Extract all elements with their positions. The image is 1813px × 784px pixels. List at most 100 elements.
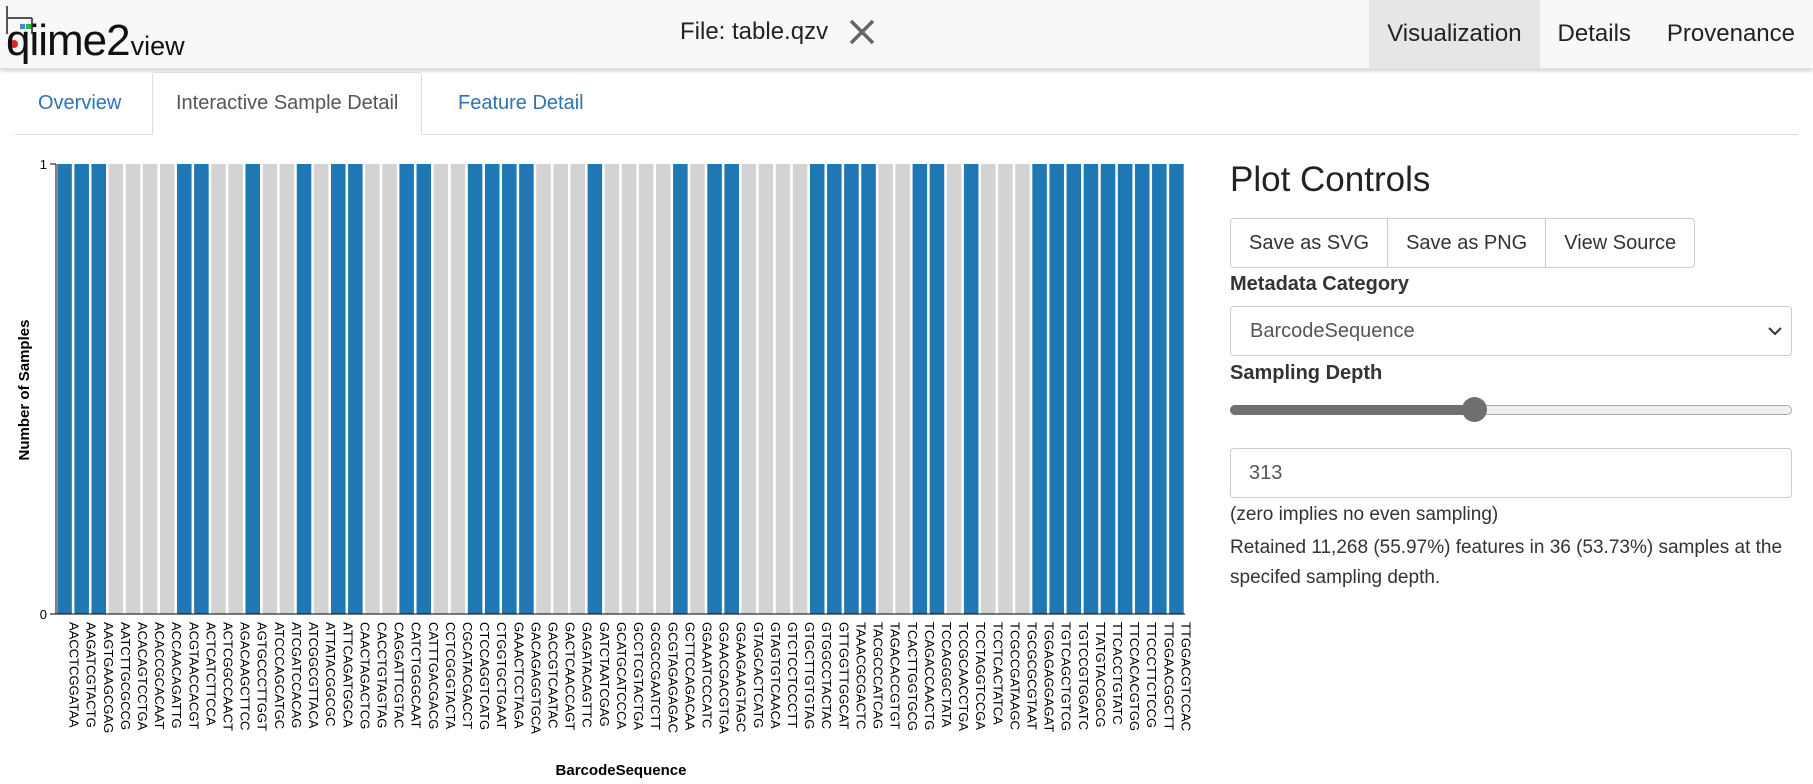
bar-CATTTGACGACG[interactable]: [416, 164, 432, 614]
x-tick-label: ACACCGCACAAT: [152, 622, 167, 729]
bar-GTCTCCTCCCTT[interactable]: [775, 164, 791, 614]
bar-GGAAGAAGTAGC[interactable]: [724, 164, 739, 614]
bar-AGACAAGCTTCC[interactable]: [228, 164, 243, 614]
bar-TCCTAGGTCCGA[interactable]: [963, 164, 979, 614]
bar-TTATGTACGGCG[interactable]: [1083, 164, 1099, 614]
bar-GAGATACAGTTC[interactable]: [570, 164, 585, 614]
bar-TGCGCGCGTAAT[interactable]: [1015, 164, 1030, 614]
bar-ATCCCAGCATGC[interactable]: [262, 164, 278, 614]
x-tick-label: TAAACGCGACTC: [853, 622, 868, 729]
bar-TGGAGAGGAGAT[interactable]: [1032, 164, 1047, 614]
bar-GGAACGACGTGA[interactable]: [707, 164, 722, 614]
bar-TGTCCGTGGATC[interactable]: [1066, 164, 1082, 614]
save-svg-button[interactable]: Save as SVG: [1230, 218, 1389, 268]
subtab-interactive-sample-detail[interactable]: Interactive Sample Detail: [152, 72, 423, 135]
bar-ACCAACAGATTG[interactable]: [159, 164, 175, 614]
bar-TCCTCACTATCA[interactable]: [981, 164, 996, 614]
x-tick-label: CTGGTGCTGAAT: [494, 622, 509, 729]
visualization-subtabs: Overview Interactive Sample Detail Featu…: [15, 72, 1798, 135]
top-navbar: qiime2view File: table.qzv Visualization…: [0, 0, 1813, 69]
nav-tab-visualization[interactable]: Visualization: [1369, 0, 1540, 68]
slider-thumb[interactable]: [1462, 397, 1488, 422]
bar-GTGCTTGTGTAG[interactable]: [792, 164, 808, 614]
x-tick-label: TAGACACCGTGT: [888, 622, 903, 729]
x-tick-label: TTCCCTTCTCCG: [1144, 622, 1159, 728]
bar-GCTTCCAGACAA[interactable]: [673, 164, 688, 614]
bar-GTGGCCTACTAC[interactable]: [809, 164, 825, 614]
x-tick-label: TGTCCGTGGATC: [1076, 622, 1091, 730]
nav-tab-provenance[interactable]: Provenance: [1666, 20, 1795, 47]
bar-GACCGTCAATAC[interactable]: [536, 164, 551, 614]
bar-AGTGCCCTTGGT[interactable]: [245, 164, 260, 614]
bar-CAGGATTCGTAC[interactable]: [382, 164, 397, 614]
view-source-button[interactable]: View Source: [1545, 218, 1696, 268]
x-tick-label: AATCTTGCGCCG: [118, 622, 133, 730]
x-tick-label: GTAGTGTCAACA: [768, 622, 783, 729]
y-ticks: 01: [40, 157, 56, 622]
bar-TTCCCTTCTCCG[interactable]: [1134, 164, 1150, 614]
bar-GACTCAACCAGT[interactable]: [553, 164, 568, 614]
bar-AACCTCGGATAA[interactable]: [57, 164, 72, 614]
bar-GCGTAGAGAGAC[interactable]: [656, 164, 671, 614]
bar-TCGCCGATAAGC[interactable]: [998, 164, 1013, 614]
qiime2-view-logo[interactable]: qiime2view: [2, 4, 202, 65]
x-tick-label: CAGGATTCGTAC: [392, 622, 407, 728]
bar-TCCGCAACCTGA[interactable]: [946, 164, 962, 614]
bar-TTGGAACGGCTT[interactable]: [1152, 164, 1167, 614]
bar-CGCATACGACCT[interactable]: [450, 164, 466, 614]
x-tick-label: ACTCATCTTCCA: [203, 622, 218, 726]
bar-CACCTGTAGTAG[interactable]: [365, 164, 380, 614]
bar-ACACCGCACAAT[interactable]: [142, 164, 158, 614]
x-tick-label: GACAGAGGTGCA: [528, 622, 543, 734]
subtab-overview[interactable]: Overview: [38, 91, 122, 114]
bar-ATCGATCCACAG[interactable]: [279, 164, 295, 614]
save-png-button[interactable]: Save as PNG: [1387, 218, 1547, 268]
bar-CCTCGGGTACTA[interactable]: [433, 164, 449, 614]
bar-CATCTGGGCAAT[interactable]: [399, 164, 414, 614]
bar-TCCAGGGCTATA[interactable]: [929, 164, 945, 614]
bar-ACGTAACCACGT[interactable]: [177, 164, 192, 614]
bar-ACTCGGCCAACT[interactable]: [211, 164, 226, 614]
bar-TCAGACCAACTG[interactable]: [912, 164, 928, 614]
bar-CTCCAGGTCATG[interactable]: [467, 164, 483, 614]
bar-CAACTAGACTCG[interactable]: [348, 164, 363, 614]
bar-TAGACACCGTGT[interactable]: [878, 164, 893, 614]
x-tick-label: CAACTAGACTCG: [357, 622, 372, 729]
bar-AAGTGAAGCGAG[interactable]: [91, 164, 107, 614]
bar-ATCGGCGTTACA[interactable]: [296, 164, 312, 614]
bar-TTCACCTGTATC[interactable]: [1100, 164, 1116, 614]
bar-GTAGCACTCATG[interactable]: [741, 164, 757, 614]
x-tick-label: GGAAGAAGTAGC: [734, 622, 749, 732]
bar-ATTCAGATGGCA[interactable]: [330, 164, 346, 614]
bar-AATCTTGCGCCG[interactable]: [108, 164, 124, 614]
bar-TGTCAGCTGTCG[interactable]: [1049, 164, 1064, 614]
bar-GACAGAGGTGCA[interactable]: [519, 164, 534, 614]
sampling-depth-input[interactable]: [1230, 448, 1792, 498]
bar-GCCTCGTACTGA[interactable]: [621, 164, 637, 614]
bar-ACACAGTCCTGA[interactable]: [125, 164, 141, 614]
bar-TCACTTGGTGCG[interactable]: [895, 164, 911, 614]
bar-GCGCCGAATCTT[interactable]: [638, 164, 654, 614]
nav-tab-details[interactable]: Details: [1557, 20, 1631, 47]
bar-TTGGACGTCCAC[interactable]: [1169, 164, 1184, 614]
bar-GTAGTGTCAACA[interactable]: [758, 164, 774, 614]
bar-TACGCCCATCAG[interactable]: [861, 164, 876, 614]
bar-ATTATACGGCGC[interactable]: [313, 164, 329, 614]
metadata-category-select[interactable]: BarcodeSequence: [1230, 306, 1792, 356]
bar-ACTCATCTTCCA[interactable]: [194, 164, 209, 614]
bars-group: [57, 164, 1184, 614]
close-icon[interactable]: [846, 16, 878, 48]
bar-GATCTAATCGAG[interactable]: [587, 164, 603, 614]
plot-controls-title: Plot Controls: [1230, 160, 1431, 199]
sampling-depth-slider[interactable]: [1230, 396, 1792, 422]
bar-GTTGGTTGGCAT[interactable]: [827, 164, 842, 614]
sampling-depth-help: (zero implies no even sampling): [1230, 504, 1499, 525]
bar-CTGGTGCTGAAT[interactable]: [484, 164, 500, 614]
bar-GAAACTCCTAGA[interactable]: [502, 164, 517, 614]
subtab-feature-detail[interactable]: Feature Detail: [458, 91, 584, 114]
bar-AAGATCGTACTG[interactable]: [74, 164, 89, 614]
bar-TAAACGCGACTC[interactable]: [844, 164, 859, 614]
bar-GGAAATCCCATC[interactable]: [690, 164, 705, 614]
bar-GCATGCATCCCA[interactable]: [604, 164, 620, 614]
bar-TTCCACACGTGG[interactable]: [1117, 164, 1133, 614]
